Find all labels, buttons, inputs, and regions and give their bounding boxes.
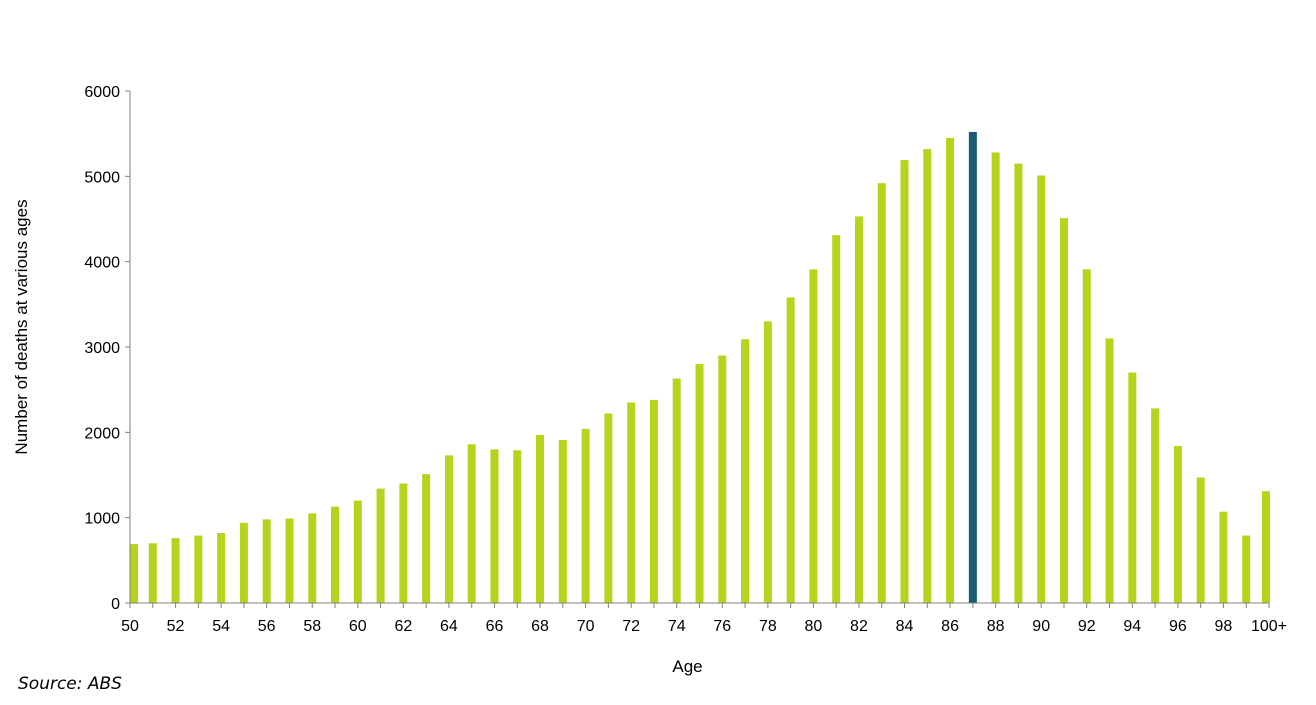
bar-age-92 [1082, 269, 1091, 603]
source-note: Source: ABS [18, 674, 122, 694]
x-tick-label: 78 [759, 618, 777, 635]
x-tick-label: 50 [121, 618, 139, 635]
bar-age-56 [262, 519, 271, 603]
bar-age-74 [672, 378, 681, 603]
x-tick-label: 76 [713, 618, 731, 635]
x-tick-label: 80 [805, 618, 823, 635]
bar-age-66 [490, 449, 499, 603]
bar-age-58 [308, 513, 317, 603]
bar-age-79 [786, 297, 795, 603]
bar-age-82 [854, 216, 863, 603]
x-tick-label: 100+ [1251, 618, 1287, 635]
bar-age-60 [353, 500, 362, 603]
bar-age-51 [148, 543, 157, 603]
y-tick-label: 6000 [84, 84, 120, 101]
x-tick-label: 94 [1123, 618, 1141, 635]
x-tick-label: 52 [167, 618, 185, 635]
x-tick-label: 54 [212, 618, 230, 635]
y-axis-ticks: 0 1000 2000 3000 4000 5000 6000 [84, 84, 130, 613]
x-tick-label: 56 [258, 618, 276, 635]
bar-age-100plus [1262, 491, 1270, 603]
x-tick-label: 58 [303, 618, 321, 635]
x-tick-label: 64 [440, 618, 458, 635]
bar-age-62 [399, 483, 408, 603]
bar-age-57 [285, 518, 294, 603]
bar-age-77 [741, 339, 750, 603]
y-tick-label: 0 [111, 596, 120, 613]
x-tick-label: 82 [850, 618, 868, 635]
x-axis-title: Age [672, 657, 702, 676]
bar-age-55 [239, 522, 248, 603]
bars-group [130, 131, 1270, 604]
bar-age-96 [1173, 445, 1182, 603]
bar-age-85 [923, 149, 932, 603]
bar-age-94 [1128, 372, 1137, 603]
bar-age-54 [217, 533, 226, 603]
x-tick-label: 68 [531, 618, 549, 635]
bar-age-69 [558, 440, 567, 603]
bar-age-84 [900, 160, 909, 603]
x-tick-label: 84 [896, 618, 914, 635]
bar-age-87 [968, 131, 977, 603]
bar-age-72 [627, 402, 636, 603]
x-tick-label: 66 [486, 618, 504, 635]
bar-age-93 [1105, 338, 1114, 603]
x-tick-label: 74 [668, 618, 686, 635]
y-tick-label: 1000 [84, 511, 120, 528]
bar-age-53 [194, 535, 203, 603]
bar-age-63 [422, 474, 431, 603]
bar-age-86 [946, 137, 955, 603]
bar-age-83 [877, 183, 886, 603]
bar-age-68 [536, 434, 545, 603]
y-tick-label: 5000 [84, 169, 120, 186]
y-tick-label: 4000 [84, 255, 120, 272]
bar-age-71 [604, 413, 613, 603]
bar-age-61 [376, 488, 385, 603]
x-tick-label: 88 [987, 618, 1005, 635]
x-tick-label: 72 [622, 618, 640, 635]
bar-age-52 [171, 538, 180, 603]
bar-age-81 [832, 235, 841, 603]
bar-age-64 [444, 455, 453, 603]
y-tick-label: 3000 [84, 340, 120, 357]
x-tick-label: 90 [1032, 618, 1050, 635]
y-tick-label: 2000 [84, 425, 120, 442]
bar-age-50 [130, 544, 138, 603]
bar-age-99 [1242, 535, 1251, 603]
bar-age-95 [1151, 408, 1160, 603]
bar-age-97 [1196, 477, 1205, 603]
bar-age-70 [581, 428, 590, 603]
x-tick-label: 86 [941, 618, 959, 635]
bar-age-73 [649, 399, 658, 603]
bar-age-88 [991, 152, 1000, 603]
bar-age-65 [467, 444, 476, 603]
x-tick-label: 60 [349, 618, 367, 635]
bar-age-75 [695, 364, 704, 603]
x-tick-label: 98 [1215, 618, 1233, 635]
x-tick-label: 70 [577, 618, 595, 635]
bar-age-76 [718, 355, 727, 603]
y-axis-title: Number of deaths at various ages [12, 199, 31, 454]
bar-age-89 [1014, 163, 1023, 603]
bar-age-91 [1059, 218, 1068, 603]
bar-age-80 [809, 269, 818, 603]
bar-age-78 [763, 321, 772, 603]
bar-age-59 [331, 506, 340, 603]
x-tick-label: 92 [1078, 618, 1096, 635]
bar-age-98 [1219, 511, 1228, 603]
x-axis-ticks: 50 52 54 56 58 60 62 64 66 68 70 72 74 76 78 80 82 84 86 88… [121, 603, 1287, 635]
x-tick-label: 96 [1169, 618, 1187, 635]
x-tick-label: 62 [394, 618, 412, 635]
bar-age-90 [1037, 175, 1046, 604]
bar-age-67 [513, 450, 522, 603]
